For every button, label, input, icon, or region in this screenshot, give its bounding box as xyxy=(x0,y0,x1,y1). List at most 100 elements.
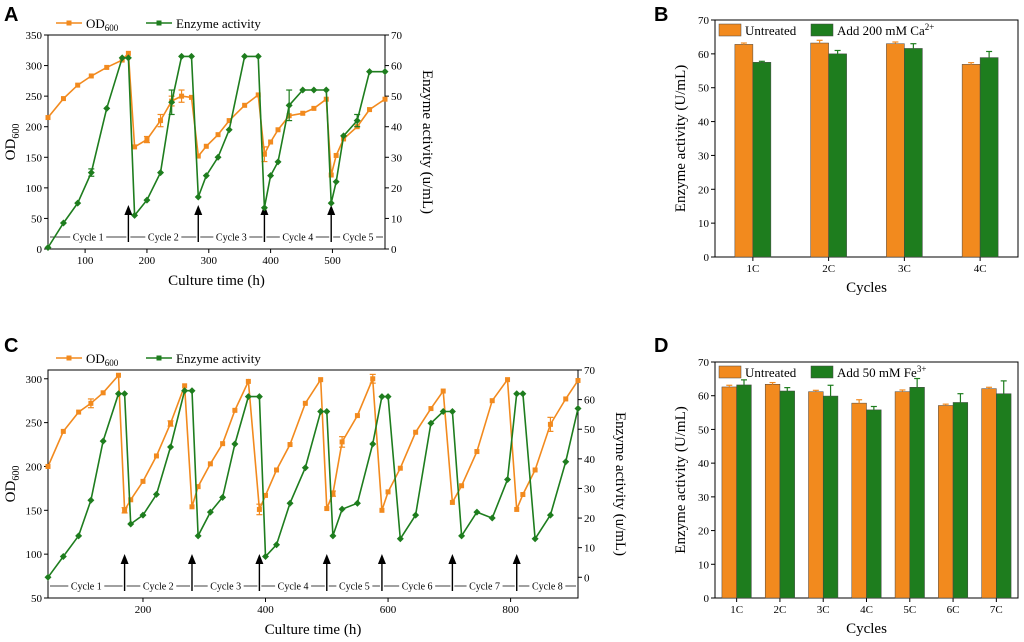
legend-treated-swatch xyxy=(810,365,834,379)
y-right-tick-label: 70 xyxy=(584,365,596,377)
data-point xyxy=(333,152,339,158)
bar-untreated xyxy=(961,64,981,258)
x-tick-label: 7C xyxy=(990,604,1003,616)
data-point xyxy=(458,532,466,540)
data-point xyxy=(378,393,386,401)
data-point xyxy=(328,172,334,178)
data-point xyxy=(232,407,238,413)
bar-untreated xyxy=(851,402,867,599)
cycle-arrow-head xyxy=(255,554,264,564)
data-point xyxy=(187,52,195,60)
x-tick-label: 1C xyxy=(730,604,743,616)
y-tick-label: 0 xyxy=(704,593,710,605)
y-tick-label: 40 xyxy=(698,117,710,129)
legend-enzyme-label: Enzyme activity xyxy=(176,16,261,31)
panel-letter: C xyxy=(4,335,18,357)
y-left-tick-label: 200 xyxy=(26,461,43,473)
data-point xyxy=(382,96,388,102)
data-point xyxy=(338,505,346,513)
series-line-enzyme-activity xyxy=(47,55,385,248)
legend-untreated-label: Untreated xyxy=(745,365,797,380)
data-point xyxy=(45,115,51,121)
y-axis-title: Enzyme activity (U/mL) xyxy=(673,65,689,212)
y-tick-label: 70 xyxy=(698,15,710,27)
bar-untreated xyxy=(938,405,954,599)
legend-od600-marker xyxy=(66,20,72,26)
y-right-tick-label: 40 xyxy=(391,122,403,134)
data-point xyxy=(397,465,403,471)
bar-treated xyxy=(979,57,999,258)
cycle-arrow-head xyxy=(322,554,331,564)
panel-d: D 0 10 20 30 40 50 60 70 1C 2C 3C 4C 5C 6C 7C Cycles Enzy… xyxy=(654,335,1019,637)
data-point xyxy=(231,440,239,448)
x-tick-label: 200 xyxy=(135,604,152,616)
cycle-label: Cycle 5 xyxy=(343,233,374,244)
y-left-tick-label: 250 xyxy=(26,418,43,430)
x-tick-label: 100 xyxy=(77,255,94,267)
data-point xyxy=(285,101,293,109)
y-right-axis-title: Enzyme activity (u/mL) xyxy=(419,70,435,214)
cycle-label: Cycle 8 xyxy=(532,582,563,593)
cycle-label: Cycle 5 xyxy=(339,582,370,593)
legend-treated-swatch xyxy=(810,23,834,37)
data-point xyxy=(448,407,456,415)
data-point xyxy=(261,151,267,157)
data-point xyxy=(140,478,146,484)
legend-od600-marker xyxy=(66,355,72,361)
data-point xyxy=(287,442,293,448)
cycle-label: Cycle 2 xyxy=(148,233,179,244)
data-point xyxy=(256,506,262,512)
bar-treated xyxy=(822,395,839,599)
data-point xyxy=(562,458,570,466)
data-point xyxy=(219,493,227,501)
data-point xyxy=(124,54,132,62)
data-point xyxy=(131,211,139,219)
y-left-title-main: OD xyxy=(3,481,19,503)
y-left-tick-label: 100 xyxy=(26,549,43,561)
bar-untreated xyxy=(734,44,754,258)
x-axis-title: Cycles xyxy=(846,280,887,296)
x-tick-label: 600 xyxy=(380,604,397,616)
cycle-arrow-head xyxy=(124,205,133,215)
legend-untreated-label: Untreated xyxy=(745,23,797,38)
data-point xyxy=(118,54,126,62)
cycle-label: Cycle 1 xyxy=(71,582,102,593)
legend-untreated-swatch xyxy=(718,23,742,37)
data-point xyxy=(226,118,232,124)
y-tick-label: 10 xyxy=(698,218,710,230)
data-point xyxy=(366,68,374,76)
y-left-tick-label: 250 xyxy=(26,91,43,103)
cycle-label: Cycle 7 xyxy=(469,582,500,593)
legend-treated-label: Add 200 mM Ca2+ xyxy=(837,22,934,38)
data-point xyxy=(188,387,196,395)
y-right-tick-label: 60 xyxy=(391,61,403,73)
data-point xyxy=(87,169,95,177)
data-point xyxy=(143,196,151,204)
data-point xyxy=(181,387,189,395)
y-tick-label: 70 xyxy=(698,357,710,369)
data-point xyxy=(99,437,107,445)
y-right-tick-label: 10 xyxy=(391,213,403,225)
data-point xyxy=(504,476,512,484)
cycle-label-bg xyxy=(213,231,250,243)
cycle-arrow-head xyxy=(187,554,196,564)
data-point xyxy=(179,93,185,99)
data-point xyxy=(353,117,361,125)
y-right-tick-label: 50 xyxy=(584,424,596,436)
data-point xyxy=(327,199,335,207)
cycle-label: Cycle 4 xyxy=(278,582,309,593)
x-axis-title: Culture time (h) xyxy=(265,622,362,638)
y-tick-label: 30 xyxy=(698,492,710,504)
data-point xyxy=(245,378,251,384)
legend-untreated-swatch xyxy=(718,365,742,379)
legend-enzyme-label: Enzyme activity xyxy=(176,351,261,366)
data-point xyxy=(242,102,248,108)
y-tick-label: 0 xyxy=(704,252,710,264)
cycle-arrow-head xyxy=(327,205,336,215)
data-point xyxy=(128,497,134,503)
x-tick-label: 500 xyxy=(324,255,341,267)
x-axis-title: Cycles xyxy=(846,621,887,637)
data-point xyxy=(182,383,188,389)
data-point xyxy=(317,407,325,415)
